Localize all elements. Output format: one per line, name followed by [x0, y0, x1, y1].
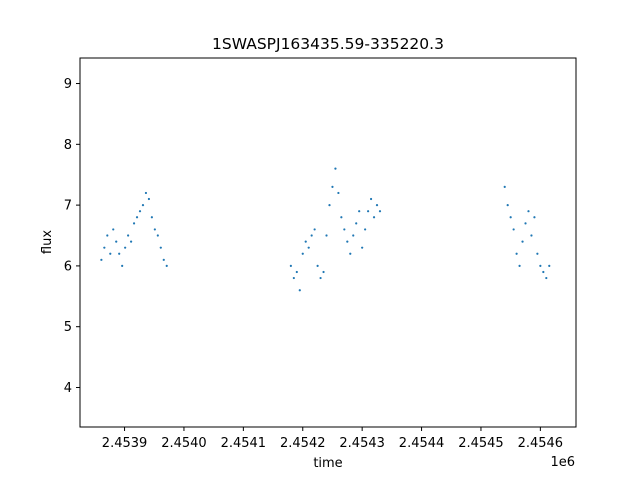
data-point — [132, 222, 136, 225]
data-point — [322, 270, 325, 274]
x-tick-label: 2.4544 — [399, 436, 445, 451]
data-point — [156, 234, 159, 237]
data-point — [346, 240, 349, 243]
data-point — [165, 264, 168, 267]
y-tick-label: 4 — [64, 381, 72, 396]
data-point — [355, 222, 358, 225]
data-point — [150, 216, 153, 219]
x-tick-label: 2.4539 — [102, 436, 148, 451]
data-point — [162, 258, 165, 261]
data-point — [118, 252, 121, 255]
data-point — [349, 252, 352, 255]
data-point — [364, 228, 367, 231]
data-point — [295, 270, 298, 274]
data-point — [343, 228, 346, 231]
data-point — [313, 228, 316, 231]
data-point — [518, 264, 521, 267]
data-point — [512, 228, 515, 231]
data-point — [112, 228, 115, 231]
data-point — [316, 264, 319, 267]
data-point — [545, 276, 548, 280]
x-axis-offset-label: 1e6 — [550, 455, 575, 470]
data-point — [127, 234, 130, 237]
data-point — [361, 246, 364, 249]
data-point — [298, 289, 301, 292]
data-point — [138, 210, 142, 213]
data-point — [106, 234, 109, 237]
data-point — [100, 258, 103, 261]
data-point — [328, 204, 331, 207]
data-point — [292, 276, 295, 280]
data-point — [524, 222, 527, 225]
data-point — [533, 216, 536, 219]
x-tick-label: 2.4541 — [221, 436, 267, 451]
data-point — [331, 185, 334, 188]
data-point — [325, 234, 328, 237]
data-point — [153, 228, 156, 231]
x-tick-label: 2.4542 — [280, 436, 326, 451]
data-point — [310, 234, 313, 237]
data-point — [539, 264, 542, 267]
data-point — [378, 210, 382, 213]
data-point — [121, 264, 124, 267]
data-point — [144, 191, 148, 195]
data-point — [115, 240, 118, 243]
data-point — [304, 240, 307, 243]
data-point — [141, 204, 145, 207]
data-point — [536, 252, 539, 255]
chart-title: 1SWASPJ163435.59-335220.3 — [212, 35, 444, 53]
data-point — [375, 204, 379, 207]
data-point — [147, 197, 151, 201]
data-point — [301, 252, 304, 255]
data-point — [509, 216, 512, 219]
data-point — [503, 185, 506, 188]
data-points — [100, 167, 551, 292]
y-tick-label: 8 — [64, 138, 72, 153]
data-point — [372, 216, 376, 219]
x-axis: 2.4539 2.4540 2.4541 2.4542 2.4543 2.4544 2.45… — [102, 427, 563, 451]
data-point — [109, 252, 112, 255]
x-tick-label: 2.4540 — [161, 436, 207, 451]
data-point — [159, 246, 162, 249]
data-point — [530, 234, 533, 237]
plot-frame — [79, 57, 577, 428]
data-point — [340, 216, 343, 219]
y-axis-label: flux — [40, 230, 55, 254]
data-point — [527, 210, 530, 213]
data-point — [506, 204, 509, 207]
data-point — [289, 264, 292, 267]
y-tick-label: 9 — [64, 77, 72, 92]
data-point — [129, 240, 133, 243]
data-point — [369, 197, 373, 201]
data-point — [367, 210, 370, 213]
x-axis-label: time — [313, 456, 342, 471]
data-point — [515, 252, 518, 255]
y-axis: 4 5 6 7 8 9 — [64, 77, 80, 396]
y-tick-label: 5 — [64, 320, 72, 335]
x-tick-label: 2.4543 — [339, 436, 385, 451]
y-tick-label: 6 — [64, 259, 72, 274]
data-point — [307, 246, 310, 249]
data-point — [334, 167, 337, 170]
data-point — [542, 270, 545, 274]
data-point — [103, 246, 106, 249]
data-point — [358, 210, 361, 213]
x-tick-label: 2.4545 — [458, 436, 504, 451]
data-point — [521, 240, 524, 243]
data-point — [135, 216, 139, 219]
data-point — [352, 234, 355, 237]
data-point — [337, 191, 340, 195]
data-point — [124, 246, 127, 249]
y-tick-label: 7 — [64, 199, 72, 214]
x-tick-label: 2.4546 — [518, 436, 564, 451]
data-point — [319, 276, 322, 280]
data-point — [548, 264, 551, 267]
